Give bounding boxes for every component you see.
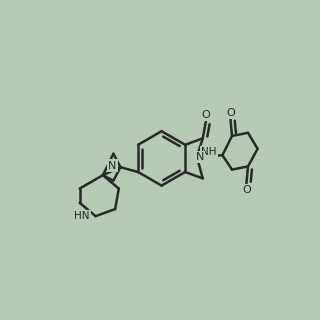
Text: N: N <box>196 152 204 162</box>
Text: O: O <box>226 108 235 118</box>
Text: O: O <box>242 185 251 195</box>
Text: NH: NH <box>201 147 217 157</box>
Text: HN: HN <box>74 211 90 221</box>
Text: N: N <box>108 161 116 171</box>
Text: O: O <box>202 110 210 120</box>
